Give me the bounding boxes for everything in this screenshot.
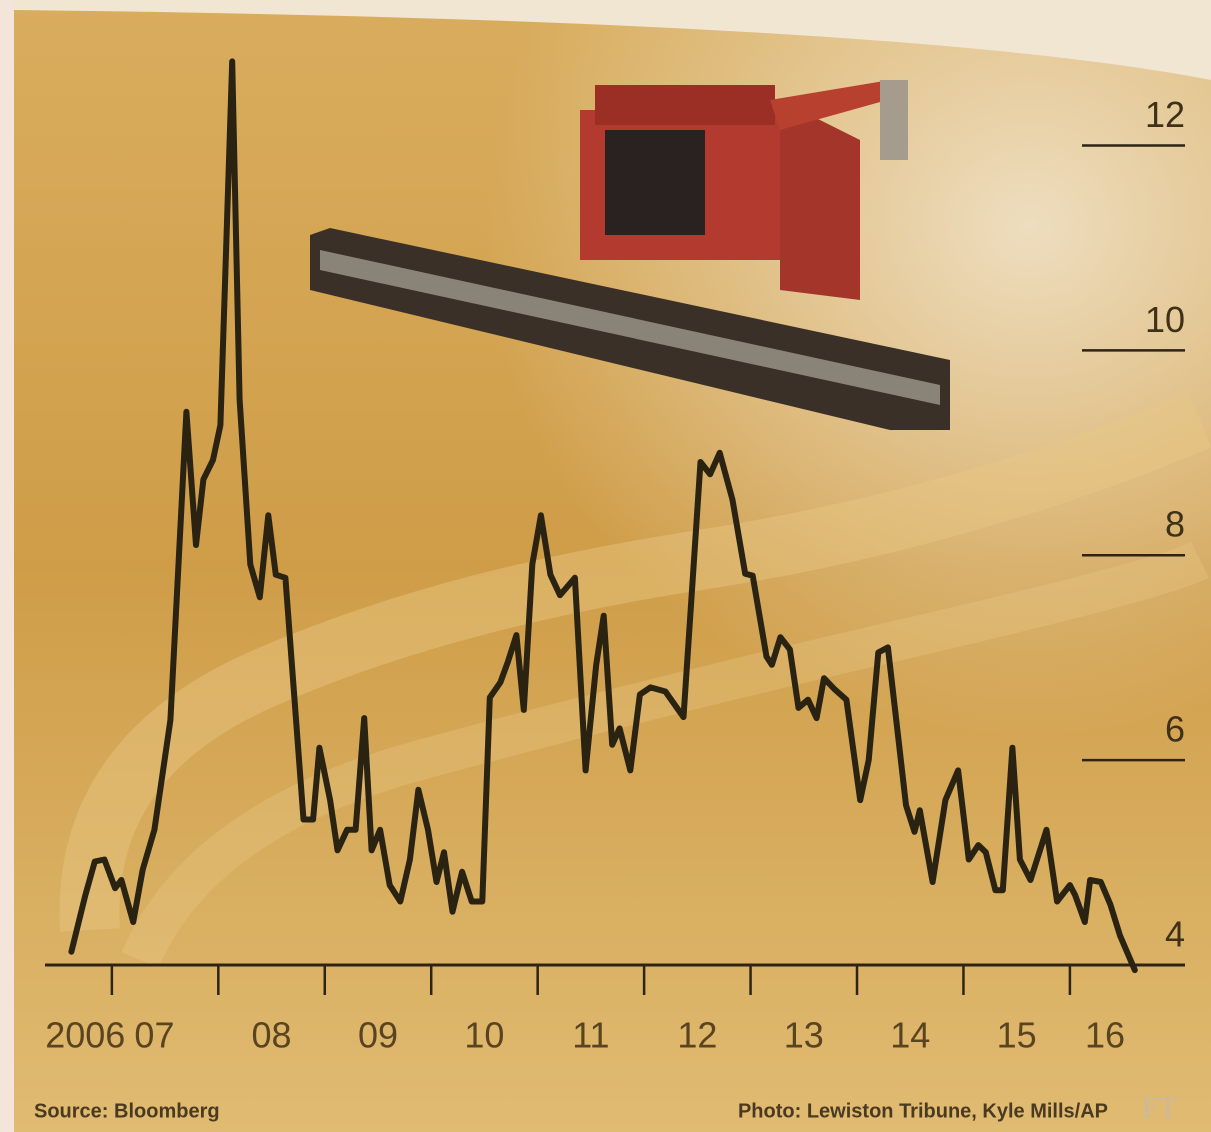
harvester <box>310 80 950 430</box>
x-tick-label: 12 <box>677 1015 717 1056</box>
source: Source: Bloomberg <box>34 1100 220 1122</box>
auger <box>770 80 905 130</box>
x-tick-label: 14 <box>890 1015 930 1056</box>
y-tick-label: 10 <box>1145 299 1185 340</box>
photo-credit: Photo: Lewiston Tribune, Kyle Mills/AP <box>738 1100 1108 1122</box>
left-edge <box>0 0 14 1132</box>
field-track <box>59 392 1211 932</box>
x-tick-label: 09 <box>358 1015 398 1056</box>
price-line <box>68 58 1138 974</box>
x-tick-label: 07 <box>134 1015 174 1056</box>
reel <box>320 250 940 405</box>
side <box>780 100 860 300</box>
x-tick-label: 2006 <box>45 1015 125 1056</box>
x-tick-label: 16 <box>1085 1015 1125 1056</box>
x-tick-label: 13 <box>784 1015 824 1056</box>
y-tick-label: 6 <box>1165 709 1185 750</box>
spout <box>880 80 908 160</box>
x-tick-label: 15 <box>997 1015 1037 1056</box>
hopper <box>595 85 775 125</box>
x-tick-label: 11 <box>572 1015 609 1056</box>
y-tick-label: 12 <box>1145 94 1185 135</box>
logo: FT <box>1142 1091 1177 1124</box>
y-tick-label: 4 <box>1165 914 1185 955</box>
field-track <box>121 541 1209 969</box>
x-tick-label: 08 <box>252 1015 292 1056</box>
y-tick-label: 8 <box>1165 504 1185 545</box>
x-tick-label: 10 <box>464 1015 504 1056</box>
cab <box>605 130 705 235</box>
sky <box>14 0 1211 80</box>
